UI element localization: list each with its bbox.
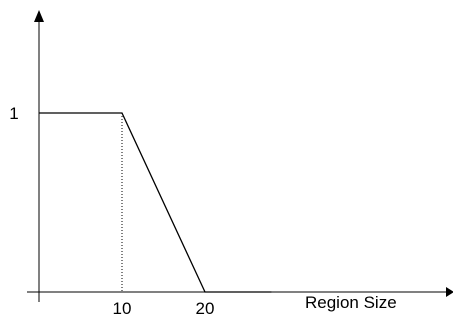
x-axis-arrow xyxy=(446,287,453,297)
series-lines xyxy=(39,112,272,293)
tick-labels: 10 20 1 xyxy=(9,104,214,318)
series-line-0 xyxy=(39,112,272,293)
x-tick-label-10: 10 xyxy=(113,299,132,318)
y-axis-arrow xyxy=(34,10,44,22)
axes xyxy=(27,10,453,302)
y-tick-label-1: 1 xyxy=(9,104,18,123)
x-tick-label-20: 20 xyxy=(196,299,215,318)
x-axis-label: Region Size xyxy=(305,293,397,312)
